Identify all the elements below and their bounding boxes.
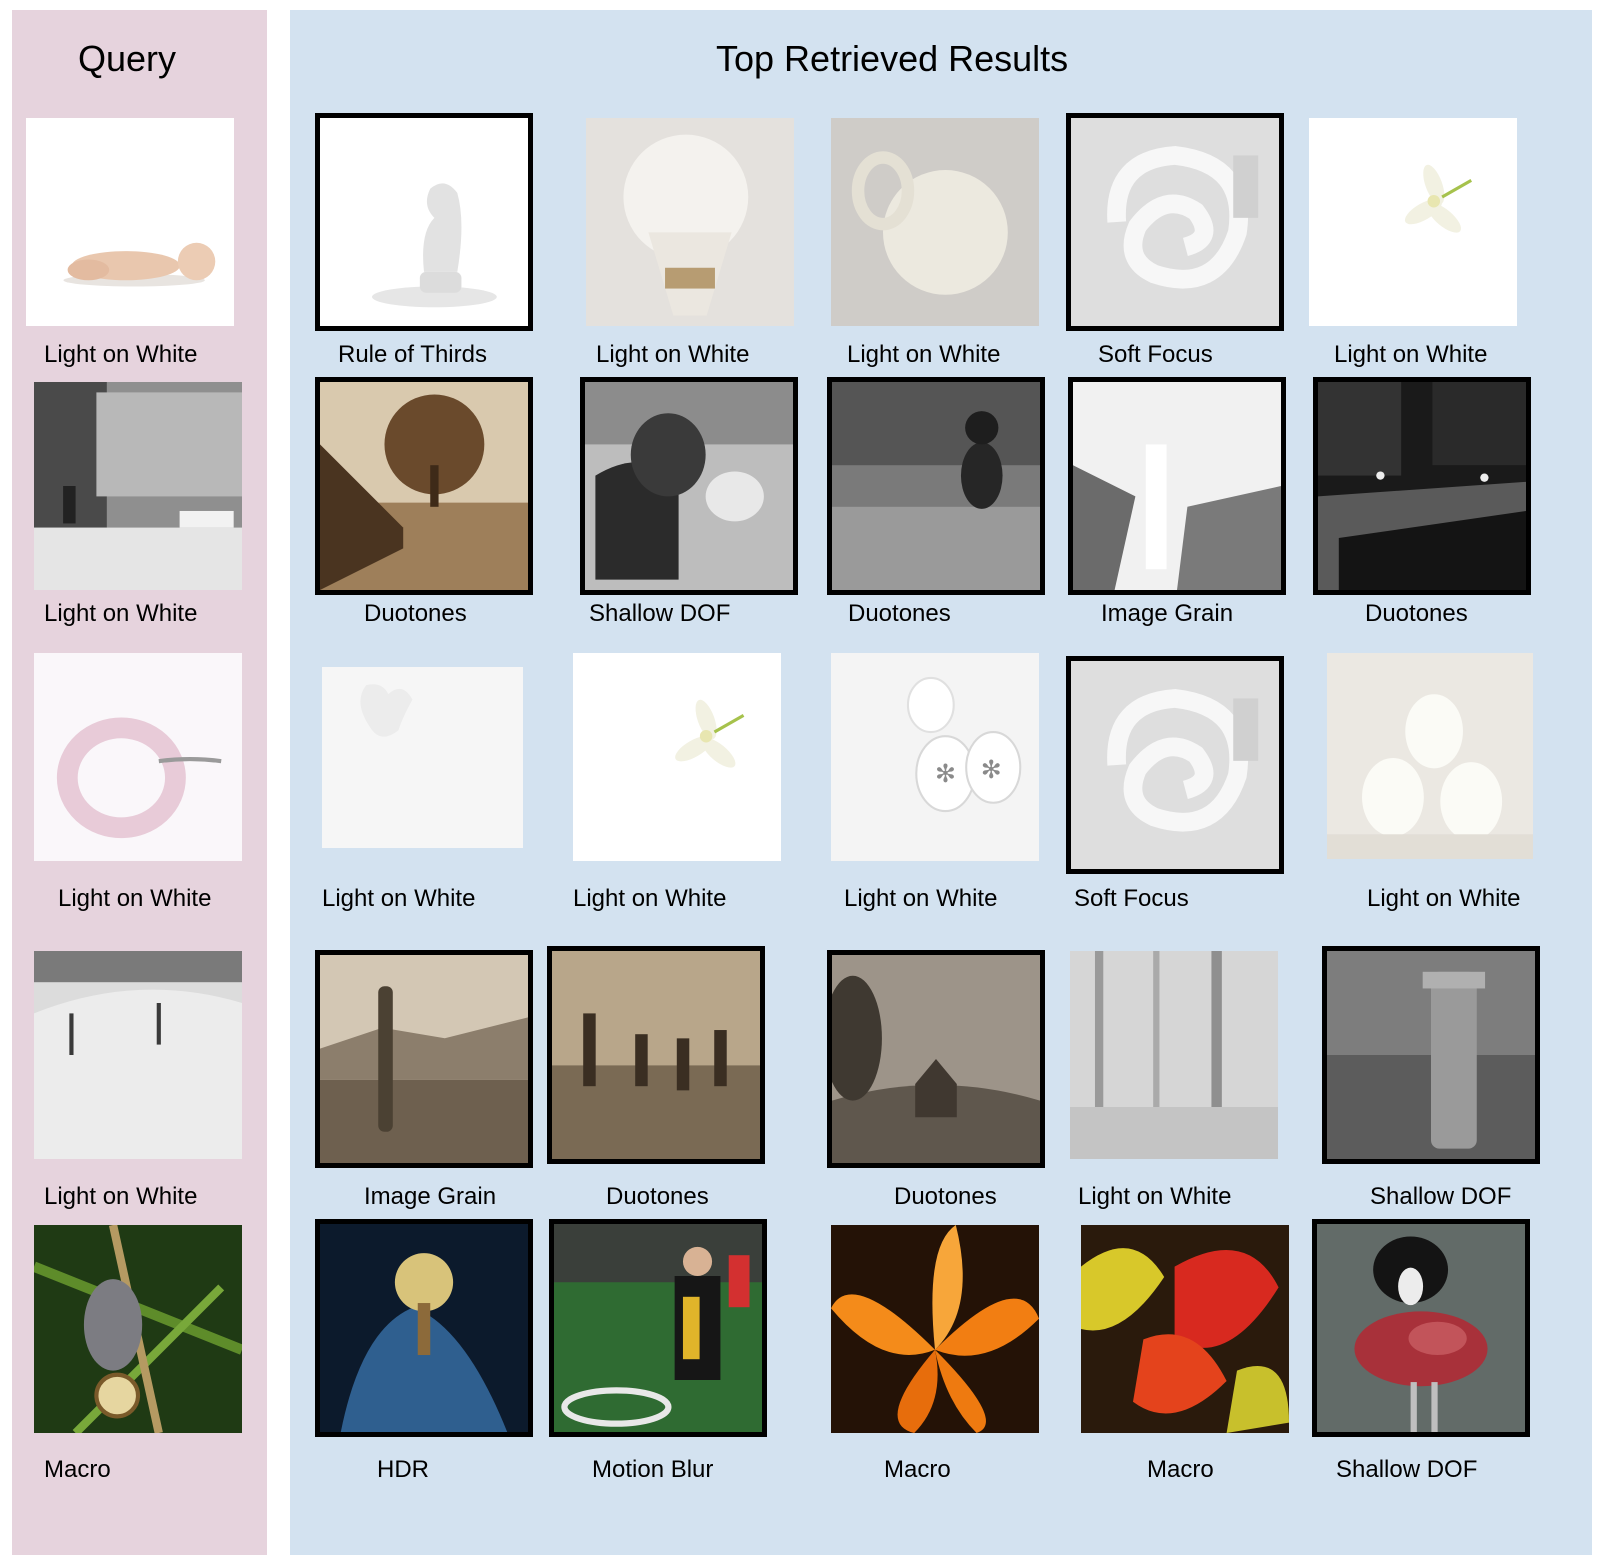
result-thumb-night-street — [1313, 377, 1531, 595]
results-heading: Top Retrieved Results — [716, 38, 1069, 79]
result-label: Image Grain — [1101, 600, 1234, 627]
result-thumb-dog-and-meat — [1312, 1219, 1530, 1437]
result-thumb-desert-cactus — [315, 950, 533, 1168]
result-thumb-white-flower — [1309, 118, 1517, 326]
result-label: Duotones — [848, 600, 951, 627]
result-label: Light on White — [596, 341, 750, 368]
result-label: Light on White — [1367, 885, 1521, 912]
query-label: Light on White — [44, 1183, 198, 1210]
query-thumb-snowy-street — [34, 382, 242, 590]
query-label: Macro — [44, 1456, 111, 1483]
result-thumb-snowflake-ornaments: ✻ ✻ — [831, 653, 1039, 861]
result-label: Macro — [884, 1456, 951, 1483]
svg-text:✻: ✻ — [981, 756, 1002, 784]
result-label: Rule of Thirds — [338, 341, 487, 368]
result-thumb-fire-hydrant — [1322, 946, 1540, 1164]
result-thumb-snowy-waterfall — [1068, 377, 1286, 595]
result-label: Soft Focus — [1098, 341, 1213, 368]
query-thumb-sleeping-baby — [26, 118, 234, 326]
result-label: Duotones — [894, 1183, 997, 1210]
query-thumb-moth-on-stem — [34, 1225, 242, 1433]
result-label: Light on White — [573, 885, 727, 912]
query-thumb-snowy-hillside — [34, 951, 242, 1159]
result-label: Image Grain — [364, 1183, 497, 1210]
result-thumb-rugby-player — [549, 1219, 767, 1437]
result-label: Duotones — [1365, 600, 1468, 627]
svg-text:✻: ✻ — [935, 760, 956, 788]
result-thumb-dog-garden — [827, 377, 1045, 595]
result-label: HDR — [377, 1456, 429, 1483]
query-heading: Query — [78, 38, 177, 79]
result-label: Light on White — [847, 341, 1001, 368]
result-label: Light on White — [1334, 341, 1488, 368]
result-thumb-tree-fence — [315, 377, 533, 595]
result-label: Macro — [1147, 1456, 1214, 1483]
result-thumb-spiral-bulb — [1066, 656, 1284, 874]
result-label: Light on White — [322, 885, 476, 912]
result-thumb-fisheye-barn — [827, 950, 1045, 1168]
query-thumb-pearl-necklace — [34, 653, 242, 861]
result-thumb-chess-knight — [315, 113, 533, 331]
result-label: Shallow DOF — [1370, 1183, 1512, 1210]
result-label: Duotones — [364, 600, 467, 627]
query-label: Light on White — [44, 341, 198, 368]
result-thumb-hdr-flower — [315, 1219, 533, 1437]
result-label: Light on White — [1078, 1183, 1232, 1210]
result-thumb-melting-bulb — [586, 118, 794, 326]
result-thumb-white-apple-logo — [322, 667, 523, 848]
result-thumb-battle-reenactment — [547, 946, 765, 1164]
result-thumb-autumn-leaves — [1081, 1225, 1289, 1433]
result-thumb-spiral-bulb — [1066, 113, 1284, 331]
result-label: Motion Blur — [592, 1456, 714, 1483]
result-label: Duotones — [606, 1183, 709, 1210]
result-thumb-orange-lily — [831, 1225, 1039, 1433]
result-thumb-white-pitcher — [831, 118, 1039, 326]
result-thumb-foggy-forest — [1070, 951, 1278, 1159]
result-label: Light on White — [844, 885, 998, 912]
result-thumb-white-eggs — [1327, 653, 1533, 859]
result-thumb-person-bench — [580, 377, 798, 595]
result-thumb-white-flower — [573, 653, 781, 861]
result-label: Shallow DOF — [589, 600, 731, 627]
query-label: Light on White — [44, 600, 198, 627]
result-label: Shallow DOF — [1336, 1456, 1478, 1483]
query-label: Light on White — [58, 885, 212, 912]
result-label: Soft Focus — [1074, 885, 1189, 912]
